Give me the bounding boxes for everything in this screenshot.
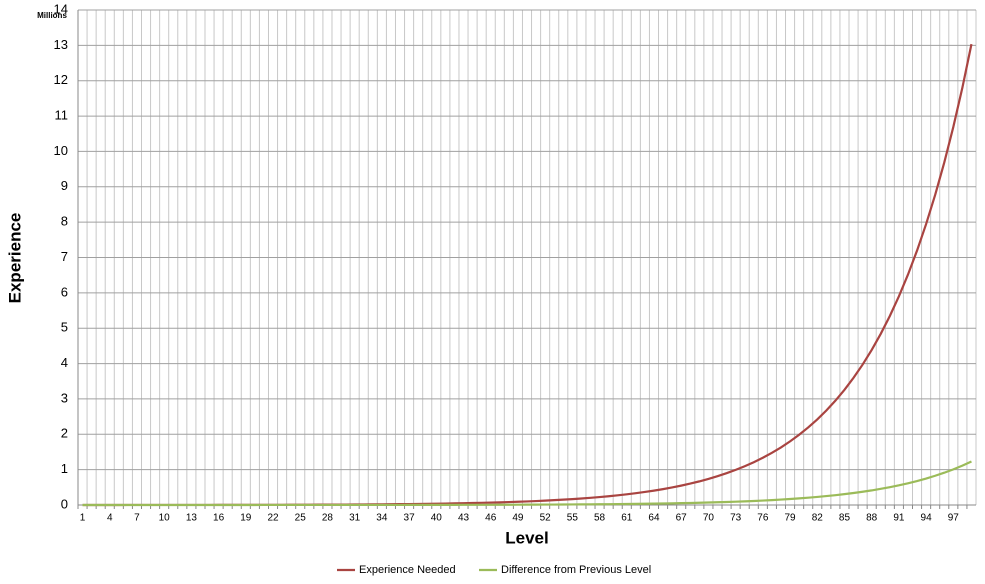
- x-tick-label: 85: [839, 513, 851, 524]
- y-tick-label: 7: [61, 249, 68, 264]
- y-unit-label: Millions: [37, 11, 67, 20]
- x-tick-label: 67: [676, 513, 688, 524]
- x-tick-label: 10: [159, 513, 171, 524]
- x-tick-label: 19: [240, 513, 252, 524]
- y-tick-label: 14: [54, 1, 68, 16]
- x-tick-label: 55: [567, 513, 579, 524]
- x-tick-label: 40: [431, 513, 443, 524]
- x-tick-label: 1: [80, 513, 86, 524]
- x-tick-label: 82: [812, 513, 824, 524]
- x-tick-label: 61: [621, 513, 633, 524]
- x-tick-label: 25: [295, 513, 307, 524]
- x-tick-label: 28: [322, 513, 334, 524]
- x-tick-label: 31: [349, 513, 361, 524]
- x-tick-label: 7: [134, 513, 140, 524]
- y-tick-label: 9: [61, 178, 68, 193]
- x-tick-label: 22: [267, 513, 279, 524]
- y-tick-label: 5: [61, 320, 68, 335]
- x-tick-label: 34: [376, 513, 388, 524]
- y-axis-title: Experience: [5, 213, 24, 304]
- x-tick-label: 88: [866, 513, 878, 524]
- legend-label: Experience Needed: [359, 564, 456, 576]
- x-tick-label: 58: [594, 513, 606, 524]
- x-tick-label: 49: [512, 513, 524, 524]
- x-tick-label: 13: [186, 513, 198, 524]
- x-tick-label: 52: [540, 513, 552, 524]
- y-tick-label: 10: [54, 143, 68, 158]
- y-tick-label: 3: [61, 390, 68, 405]
- x-axis-title: Level: [505, 528, 548, 547]
- y-tick-label: 12: [54, 72, 68, 87]
- x-tick-label: 76: [757, 513, 769, 524]
- x-tick-label: 73: [730, 513, 742, 524]
- series-line: [82, 43, 973, 507]
- x-tick-label: 70: [703, 513, 715, 524]
- y-tick-label: 2: [61, 426, 68, 441]
- y-tick-label: 1: [61, 461, 68, 476]
- x-tick-label: 46: [485, 513, 497, 524]
- legend-label: Difference from Previous Level: [501, 564, 651, 576]
- y-tick-label: 0: [61, 496, 68, 511]
- x-tick-label: 4: [107, 513, 113, 524]
- y-tick-label: 13: [54, 37, 68, 52]
- x-tick-label: 37: [404, 513, 416, 524]
- x-tick-label: 79: [784, 513, 796, 524]
- y-tick-label: 11: [55, 108, 69, 123]
- series-line: [82, 460, 972, 507]
- y-tick-label: 4: [61, 355, 68, 370]
- y-tick-label: 6: [61, 284, 68, 299]
- y-tick-label: 8: [61, 214, 68, 229]
- x-tick-label: 16: [213, 513, 225, 524]
- x-tick-label: 91: [893, 513, 905, 524]
- x-tick-label: 43: [458, 513, 470, 524]
- x-tick-label: 64: [648, 513, 660, 524]
- x-tick-label: 97: [948, 513, 960, 524]
- x-tick-label: 94: [921, 513, 933, 524]
